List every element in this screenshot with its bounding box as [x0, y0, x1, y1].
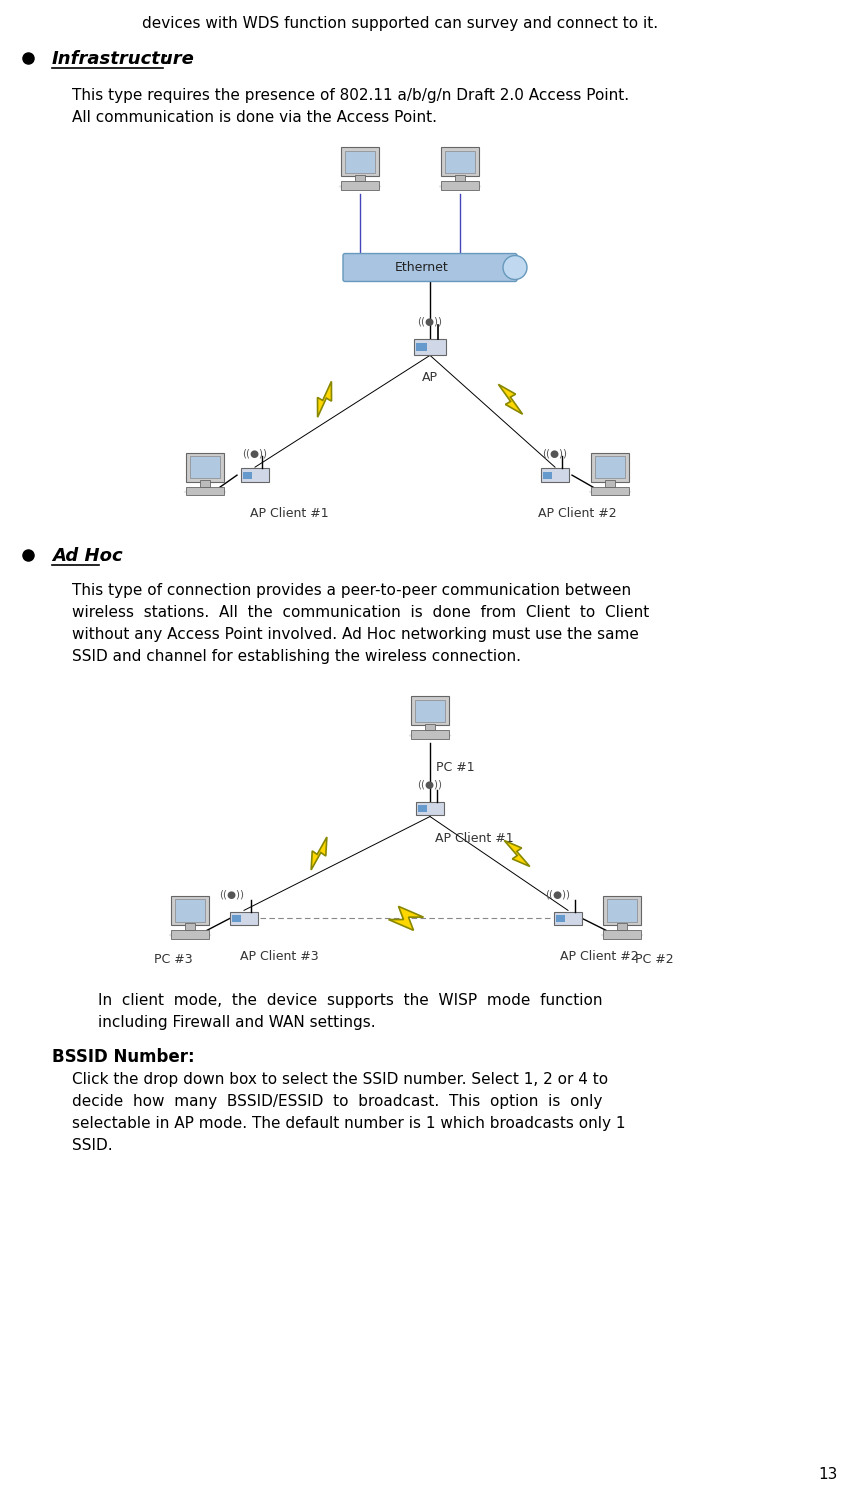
Polygon shape — [504, 841, 530, 866]
Text: PC #3: PC #3 — [154, 954, 192, 966]
FancyBboxPatch shape — [555, 915, 565, 921]
FancyBboxPatch shape — [186, 487, 224, 495]
Text: Ethernet: Ethernet — [394, 262, 449, 273]
Text: SSID.: SSID. — [72, 1138, 113, 1153]
Text: SSID and channel for establishing the wireless connection.: SSID and channel for establishing the wi… — [72, 649, 520, 664]
FancyBboxPatch shape — [455, 174, 465, 181]
FancyBboxPatch shape — [185, 923, 195, 930]
FancyBboxPatch shape — [414, 700, 445, 722]
Text: without any Access Point involved. Ad Hoc networking must use the same: without any Access Point involved. Ad Ho… — [72, 627, 638, 642]
Text: In  client  mode,  the  device  supports  the  WISP  mode  function: In client mode, the device supports the … — [98, 993, 602, 1008]
Text: AP: AP — [422, 372, 437, 385]
Text: 13: 13 — [818, 1467, 837, 1483]
FancyBboxPatch shape — [606, 899, 636, 921]
Text: PC #2: PC #2 — [635, 954, 672, 966]
FancyBboxPatch shape — [591, 453, 628, 481]
Text: devices with WDS function supported can survey and connect to it.: devices with WDS function supported can … — [142, 16, 657, 31]
FancyBboxPatch shape — [189, 456, 220, 478]
Ellipse shape — [503, 256, 526, 279]
FancyBboxPatch shape — [413, 339, 445, 355]
Text: Infrastructure: Infrastructure — [52, 51, 195, 68]
FancyBboxPatch shape — [171, 930, 208, 939]
Polygon shape — [498, 385, 522, 415]
FancyBboxPatch shape — [591, 487, 628, 495]
Ellipse shape — [183, 489, 226, 495]
FancyBboxPatch shape — [594, 456, 624, 478]
FancyBboxPatch shape — [343, 254, 517, 281]
Ellipse shape — [438, 183, 480, 190]
Text: AP Client #2: AP Client #2 — [560, 950, 638, 963]
Text: Ad Hoc: Ad Hoc — [52, 547, 122, 565]
Ellipse shape — [408, 733, 450, 739]
Text: ((●)): ((●)) — [242, 449, 267, 458]
FancyBboxPatch shape — [603, 896, 640, 924]
Text: :: : — [99, 547, 105, 565]
FancyBboxPatch shape — [416, 802, 443, 816]
FancyBboxPatch shape — [603, 930, 640, 939]
Ellipse shape — [600, 932, 642, 939]
Text: All communication is done via the Access Point.: All communication is done via the Access… — [72, 110, 437, 125]
Text: This type requires the presence of 802.11 a/b/g/n Draft 2.0 Access Point.: This type requires the presence of 802.1… — [72, 88, 629, 103]
Text: AP Client #2: AP Client #2 — [537, 507, 616, 520]
Text: Click the drop down box to select the SSID number. Select 1, 2 or 4 to: Click the drop down box to select the SS… — [72, 1071, 607, 1088]
FancyBboxPatch shape — [418, 805, 427, 811]
FancyBboxPatch shape — [441, 147, 478, 177]
Ellipse shape — [169, 932, 211, 939]
FancyBboxPatch shape — [411, 697, 449, 725]
FancyBboxPatch shape — [200, 480, 210, 487]
FancyBboxPatch shape — [230, 911, 257, 926]
FancyBboxPatch shape — [186, 453, 224, 481]
Polygon shape — [317, 382, 331, 418]
Text: selectable in AP mode. The default number is 1 which broadcasts only 1: selectable in AP mode. The default numbe… — [72, 1116, 625, 1131]
Text: including Firewall and WAN settings.: including Firewall and WAN settings. — [98, 1015, 375, 1030]
Ellipse shape — [338, 183, 381, 190]
FancyBboxPatch shape — [542, 471, 552, 478]
FancyBboxPatch shape — [604, 480, 615, 487]
FancyBboxPatch shape — [411, 731, 449, 739]
FancyBboxPatch shape — [241, 468, 269, 481]
Text: :: : — [163, 51, 169, 68]
Text: BSSID Number:: BSSID Number: — [52, 1048, 195, 1065]
FancyBboxPatch shape — [344, 150, 375, 172]
FancyBboxPatch shape — [441, 181, 478, 190]
Polygon shape — [388, 906, 423, 930]
Polygon shape — [311, 837, 326, 869]
Text: ((●)): ((●)) — [542, 449, 567, 458]
FancyBboxPatch shape — [554, 911, 581, 926]
Text: PC #1: PC #1 — [436, 761, 474, 774]
Text: AP Client #3: AP Client #3 — [239, 950, 319, 963]
Ellipse shape — [588, 489, 630, 495]
Text: decide  how  many  BSSID/ESSID  to  broadcast.  This  option  is  only: decide how many BSSID/ESSID to broadcast… — [72, 1094, 602, 1109]
Text: ((●)): ((●)) — [417, 780, 442, 789]
Text: wireless  stations.  All  the  communication  is  done  from  Client  to  Client: wireless stations. All the communication… — [72, 605, 648, 620]
FancyBboxPatch shape — [616, 923, 626, 930]
Text: ((●)): ((●)) — [220, 890, 245, 899]
Text: ((●)): ((●)) — [545, 890, 570, 899]
FancyBboxPatch shape — [416, 343, 426, 351]
FancyBboxPatch shape — [444, 150, 474, 172]
FancyBboxPatch shape — [541, 468, 568, 481]
FancyBboxPatch shape — [171, 896, 208, 924]
FancyBboxPatch shape — [243, 471, 252, 478]
FancyBboxPatch shape — [175, 899, 205, 921]
Text: AP Client #1: AP Client #1 — [435, 832, 513, 846]
Text: ((●)): ((●)) — [417, 317, 442, 327]
FancyBboxPatch shape — [341, 181, 378, 190]
FancyBboxPatch shape — [355, 174, 365, 181]
Text: AP Client #1: AP Client #1 — [250, 507, 328, 520]
FancyBboxPatch shape — [424, 724, 435, 731]
Text: This type of connection provides a peer-to-peer communication between: This type of connection provides a peer-… — [72, 583, 630, 597]
FancyBboxPatch shape — [232, 915, 241, 921]
FancyBboxPatch shape — [341, 147, 378, 177]
